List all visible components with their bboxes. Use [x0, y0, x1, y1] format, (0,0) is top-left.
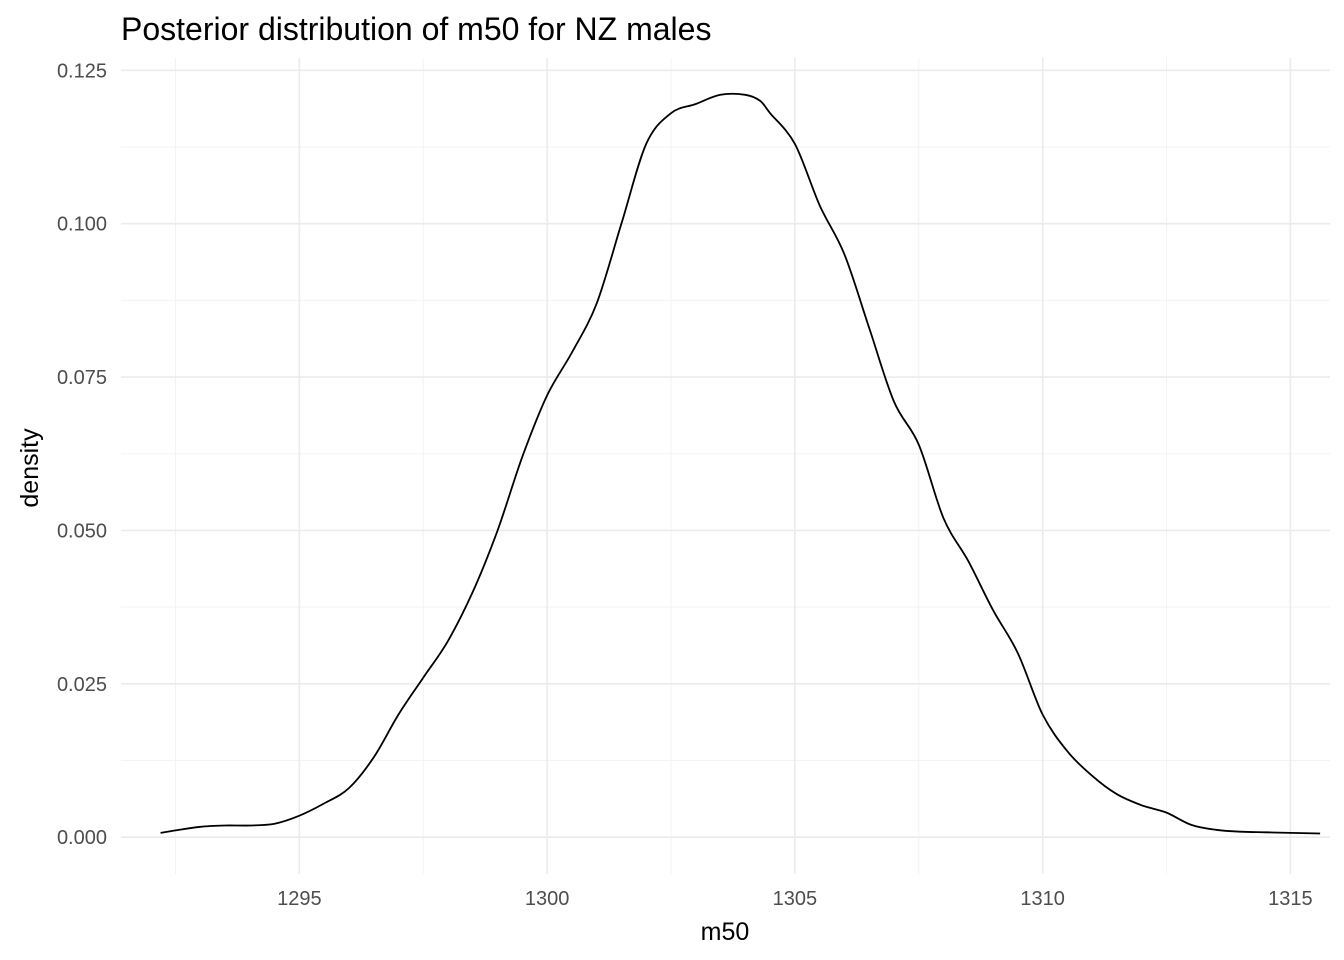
x-tick-label: 1300 — [525, 888, 570, 910]
density-line — [160, 92, 1321, 835]
x-tick-label: 1310 — [1020, 888, 1065, 910]
y-tick-label: 0.075 — [57, 367, 107, 389]
y-tick-label: 0.125 — [57, 60, 107, 82]
y-axis-label: density — [16, 428, 44, 508]
tick-labels: 1295 1300 1305 1310 1315 0.000 0.025 0.050 0.075… — [57, 60, 1313, 910]
x-tick-label: 1305 — [773, 888, 818, 910]
y-tick-label: 0.100 — [57, 214, 107, 236]
y-tick-label: 0.050 — [57, 520, 107, 542]
x-tick-label: 1315 — [1268, 888, 1313, 910]
chart-title: Posterior distribution of m50 for NZ mal… — [121, 11, 711, 47]
x-tick-label: 1295 — [277, 888, 322, 910]
x-axis-label: m50 — [701, 918, 750, 946]
y-tick-label: 0.000 — [57, 827, 107, 849]
grid — [121, 58, 1330, 874]
y-tick-label: 0.025 — [57, 674, 107, 696]
